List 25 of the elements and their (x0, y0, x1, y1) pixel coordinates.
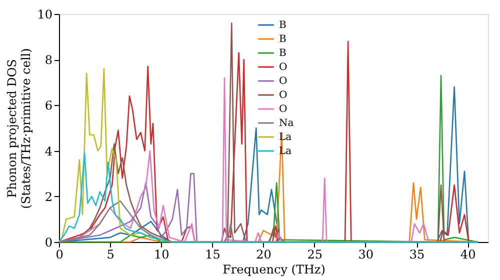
x-axis-title: Frequency (THz) (222, 262, 326, 276)
y-tick-label: 4 (44, 144, 53, 158)
y-axis-title: Phonon projected DOS (States/THz·primitive cell) (5, 48, 34, 209)
y-tick-label: 6 (44, 98, 52, 113)
legend-label: O (279, 62, 288, 73)
x-tick-label: 10 (154, 248, 170, 262)
x-tick-label: 15 (205, 248, 220, 262)
x-tick-label: 5 (106, 248, 114, 262)
legend-label: B (279, 48, 286, 59)
legend-label: B (279, 34, 286, 45)
legend-label: O (279, 76, 288, 87)
x-tick-label: 35 (409, 248, 425, 262)
x-tick-label: 25 (307, 248, 322, 262)
x-tick-label: 40 (460, 248, 476, 262)
y-tick-label: 10 (37, 8, 52, 22)
legend-label: Na (279, 118, 294, 129)
y-tick-label: 2 (44, 190, 52, 204)
x-tick-label: 20 (256, 248, 272, 262)
legend-label: B (279, 20, 286, 31)
legend-label: O (279, 104, 288, 115)
x-tick-label: 0 (56, 248, 64, 262)
y-tick-label: 0 (44, 236, 52, 250)
x-tick-label: 30 (358, 248, 374, 262)
legend-label: O (279, 90, 288, 101)
y-tick-label: 8 (44, 53, 52, 68)
